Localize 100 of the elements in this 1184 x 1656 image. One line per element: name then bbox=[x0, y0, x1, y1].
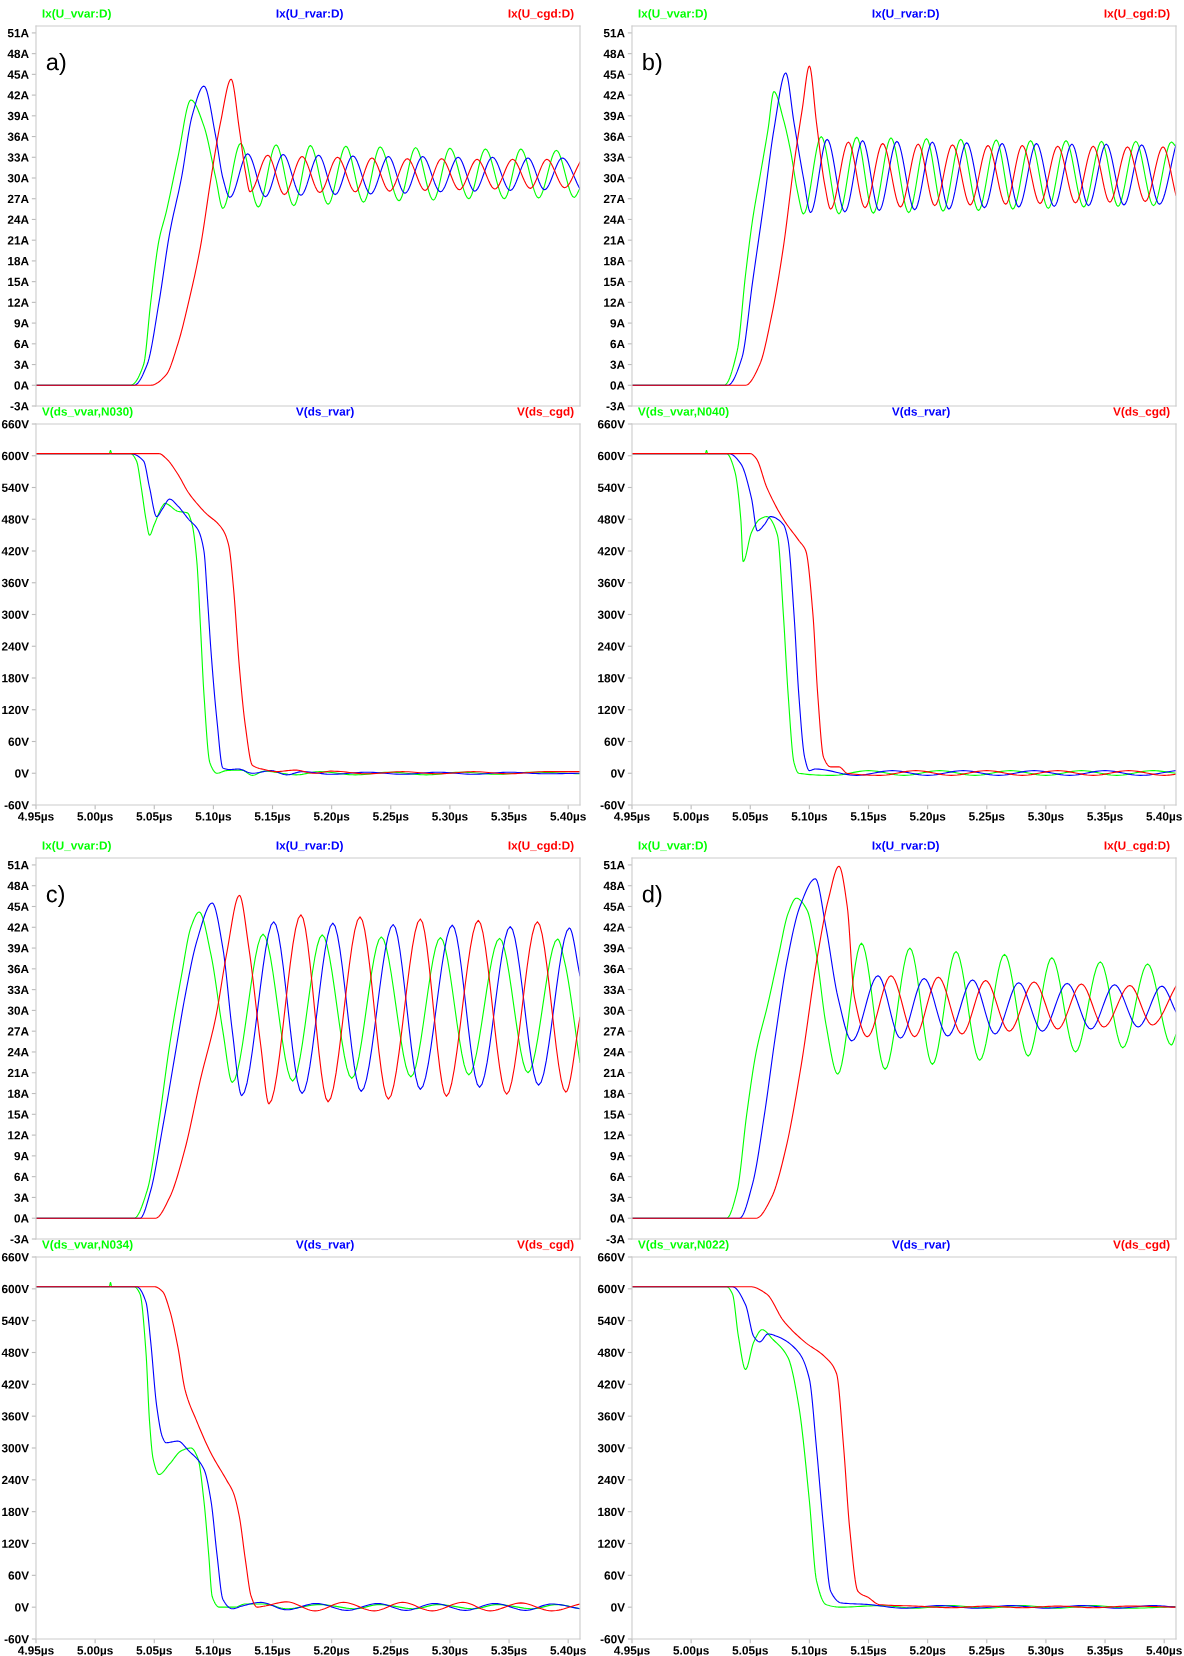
y-tick-label: 660V bbox=[597, 420, 625, 429]
y-tick-label: 51A bbox=[7, 29, 29, 38]
y-tick-label: 18A bbox=[604, 1089, 625, 1098]
y-tick-label: 0V bbox=[611, 769, 625, 778]
y-tick-label: 120V bbox=[2, 705, 29, 715]
text: Ix(U_rvar:D) bbox=[872, 841, 939, 853]
y-tick-label: 6A bbox=[14, 1172, 29, 1182]
x-tick-label: 5.40µs bbox=[550, 812, 586, 823]
y-tick-label: 33A bbox=[603, 153, 625, 162]
x-tick-label: 5.05µs bbox=[136, 1646, 172, 1656]
y-tick-label: 240V bbox=[1, 642, 29, 651]
x-tick-label: 5.30µs bbox=[1028, 1646, 1064, 1656]
x-tick-label: 5.30µs bbox=[432, 812, 468, 823]
y-tick-label: 9A bbox=[610, 1151, 625, 1161]
y-tick-label: 180V bbox=[2, 1507, 29, 1517]
y-tick-label: 30A bbox=[603, 1006, 625, 1015]
y-tick-label: 300V bbox=[597, 610, 625, 619]
x-tick-label: 5.35µs bbox=[1087, 812, 1123, 823]
y-tick-label: 48A bbox=[7, 49, 29, 59]
y-tick-label: 39A bbox=[603, 944, 625, 953]
x-tick-label: 5.35µs bbox=[1087, 1646, 1123, 1656]
y-tick-label: 3A bbox=[14, 1193, 29, 1202]
text: V(ds_vvar,N034) bbox=[41, 1240, 133, 1252]
y-tick-label: 15A bbox=[604, 277, 625, 287]
annotation: d) bbox=[642, 885, 662, 908]
text: Ix(U_cgd:D) bbox=[1104, 841, 1170, 853]
y-tick-label: 45A bbox=[603, 70, 625, 79]
y-tick-label: 36A bbox=[7, 132, 29, 141]
y-tick-label: 300V bbox=[597, 1444, 625, 1453]
y-tick-label: 0V bbox=[611, 1603, 625, 1612]
text: V(ds_cgd) bbox=[517, 1240, 574, 1252]
y-tick-label: 24A bbox=[603, 215, 625, 224]
y-tick-label: 180V bbox=[598, 1507, 625, 1517]
text: Ix(U_vvar:D) bbox=[638, 9, 707, 21]
y-tick-label: 18A bbox=[8, 256, 29, 266]
y-tick-label: -60V bbox=[600, 1635, 625, 1644]
y-tick-label: 33A bbox=[7, 153, 29, 162]
y-tick-label: 60V bbox=[604, 737, 625, 746]
x-tick-label: 5.00µs bbox=[77, 1646, 113, 1656]
y-tick-label: 420V bbox=[597, 1380, 625, 1389]
x-tick-label: 4.95µs bbox=[614, 1646, 650, 1656]
x-tick-label: 5.00µs bbox=[673, 1646, 709, 1656]
annotation: c) bbox=[46, 885, 64, 908]
y-tick-label: 45A bbox=[7, 70, 29, 79]
y-tick-label: 27A bbox=[603, 1027, 625, 1036]
x-tick-label: 5.25µs bbox=[372, 1646, 409, 1656]
y-tick-label: 240V bbox=[597, 642, 625, 651]
y-tick-label: 9A bbox=[610, 319, 625, 328]
y-tick-label: 180V bbox=[598, 674, 625, 683]
y-tick-label: -60V bbox=[600, 801, 625, 810]
y-tick-label: 42A bbox=[7, 91, 29, 100]
y-tick-label: 39A bbox=[7, 111, 29, 121]
x-tick-label: 5.20µs bbox=[313, 812, 350, 823]
y-tick-label: 3A bbox=[610, 360, 625, 369]
annotation: b) bbox=[643, 53, 662, 75]
y-tick-label: 27A bbox=[7, 194, 29, 203]
y-tick-label: 27A bbox=[603, 194, 625, 203]
y-tick-label: 480V bbox=[597, 515, 625, 524]
x-tick-label: 5.35µs bbox=[491, 1646, 527, 1656]
x-tick-label: 5.15µs bbox=[254, 812, 291, 823]
x-tick-label: 5.30µs bbox=[1028, 812, 1064, 823]
x-tick-label: 5.30µs bbox=[432, 1646, 468, 1656]
x-tick-label: 5.15µs bbox=[850, 812, 887, 823]
y-tick-label: -3A bbox=[606, 1235, 625, 1244]
y-tick-label: 48A bbox=[7, 881, 29, 891]
x-tick-label: 5.25µs bbox=[968, 812, 1005, 823]
y-tick-label: 6A bbox=[14, 339, 29, 349]
y-tick-label: 3A bbox=[14, 360, 29, 369]
y-tick-label: 240V bbox=[1, 1475, 29, 1485]
y-tick-label: 24A bbox=[7, 1048, 29, 1057]
y-tick-label: 51A bbox=[603, 29, 625, 38]
y-tick-label: 3A bbox=[610, 1193, 625, 1202]
y-tick-label: 480V bbox=[1, 1348, 29, 1357]
text: Ix(U_rvar:D) bbox=[276, 841, 343, 853]
y-tick-label: 18A bbox=[604, 256, 625, 266]
y-tick-label: 420V bbox=[597, 547, 625, 556]
y-tick-label: 51A bbox=[7, 861, 29, 870]
x-tick-label: 4.95µs bbox=[18, 1646, 54, 1656]
text: V(ds_rvar) bbox=[891, 407, 950, 419]
y-tick-label: 0A bbox=[610, 1214, 625, 1223]
text: Ix(U_cgd:D) bbox=[1104, 9, 1170, 21]
y-tick-label: 300V bbox=[1, 610, 29, 619]
x-tick-label: 5.40µs bbox=[550, 1646, 586, 1656]
y-tick-label: 240V bbox=[597, 1475, 625, 1485]
y-tick-label: 6A bbox=[610, 339, 625, 349]
y-tick-label: 60V bbox=[604, 1571, 625, 1580]
y-tick-label: 360V bbox=[597, 1412, 625, 1421]
text: V(ds_cgd) bbox=[1113, 1240, 1170, 1252]
y-tick-label: 0A bbox=[14, 1214, 29, 1223]
y-tick-label: 30A bbox=[603, 174, 625, 183]
y-tick-label: 540V bbox=[597, 483, 625, 492]
y-tick-label: -60V bbox=[4, 801, 29, 810]
y-tick-label: -3A bbox=[10, 402, 29, 411]
y-tick-label: 21A bbox=[7, 1068, 29, 1078]
x-tick-label: 5.20µs bbox=[909, 812, 946, 823]
y-tick-label: 180V bbox=[2, 674, 29, 683]
y-tick-label: 660V bbox=[1, 420, 29, 429]
y-tick-label: 420V bbox=[1, 547, 29, 556]
x-tick-label: 5.05µs bbox=[732, 812, 768, 823]
text: Ix(U_cgd:D) bbox=[508, 9, 574, 21]
